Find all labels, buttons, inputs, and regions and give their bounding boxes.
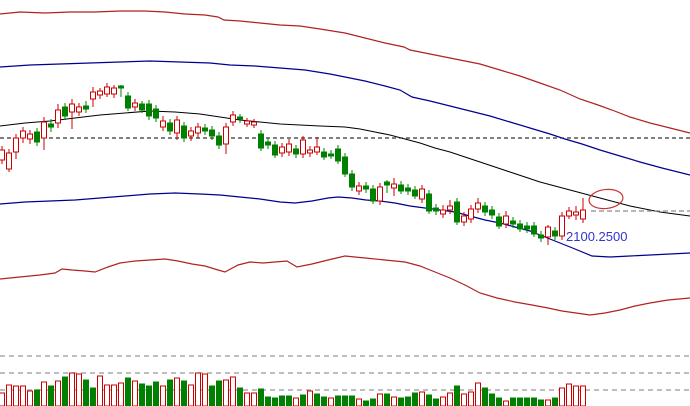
annotation-layer [588, 188, 624, 210]
volume-gridlines [0, 355, 690, 391]
lower-red-band-line [0, 255, 690, 316]
price-label: 2100.2500 [566, 229, 627, 244]
volume-bars-layer [0, 372, 586, 406]
price-label-layer: 2100.2500 [566, 229, 627, 244]
lower-blue-band-line [0, 192, 690, 258]
upper-blue-band-line [0, 60, 690, 176]
ellipse-annotation[interactable] [588, 188, 624, 210]
upper-red-band-line [0, 10, 690, 134]
candles-layer [0, 83, 586, 245]
